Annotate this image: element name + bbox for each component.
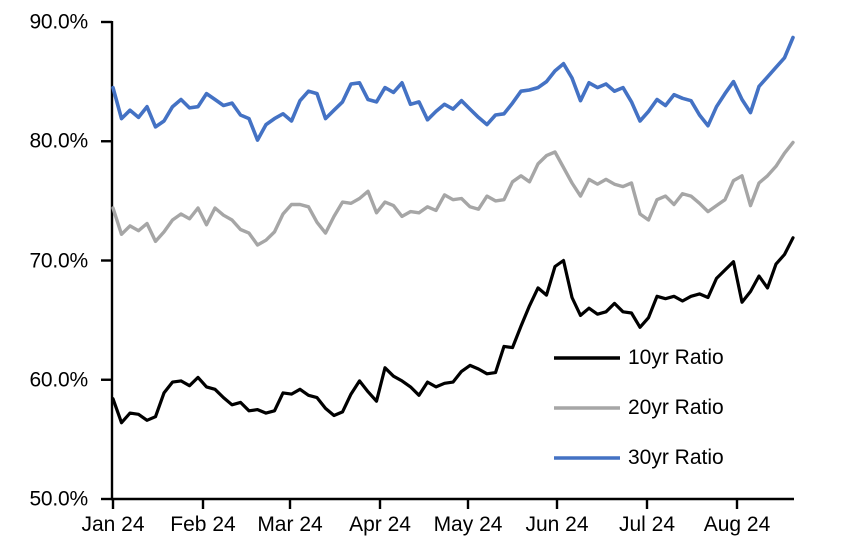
legend-line-swatch	[554, 406, 620, 410]
y-tick-label: 90.0%	[29, 10, 88, 34]
legend-item-30yr: 30yr Ratio	[553, 433, 724, 483]
y-tick-label: 70.0%	[29, 249, 88, 272]
x-tick-label: Feb 24	[170, 513, 236, 536]
x-tick-label: May 24	[433, 513, 503, 536]
legend-label: 20yr Ratio	[628, 396, 724, 419]
series-line-10yr-ratio	[111, 236, 795, 425]
y-tick-label: 80.0%	[29, 129, 88, 153]
x-tick-label: Jan 24	[81, 513, 145, 536]
x-tick-label: Mar 24	[257, 513, 323, 536]
axes	[101, 20, 794, 509]
y-tick-label: 50.0%	[29, 487, 88, 511]
x-tick-label: Apr 24	[349, 513, 411, 536]
legend-line-swatch	[554, 456, 620, 460]
series-line-20yr-ratio	[111, 140, 795, 247]
legend-item-20yr: 20yr Ratio	[553, 383, 724, 433]
series-lines	[111, 35, 795, 425]
legend: 10yr Ratio 20yr Ratio 30yr Ratio	[553, 333, 724, 483]
x-tick-label: Jun 24	[525, 513, 589, 536]
legend-label: 30yr Ratio	[628, 446, 724, 469]
x-tick-label: Aug 24	[703, 513, 771, 536]
legend-line-swatch	[554, 356, 620, 360]
legend-item-10yr: 10yr Ratio	[553, 333, 724, 383]
series-line-30yr-ratio	[111, 35, 795, 142]
x-tick-label: Jul 24	[618, 513, 676, 536]
y-tick-label: 60.0%	[29, 368, 88, 392]
legend-label: 10yr Ratio	[628, 346, 724, 369]
